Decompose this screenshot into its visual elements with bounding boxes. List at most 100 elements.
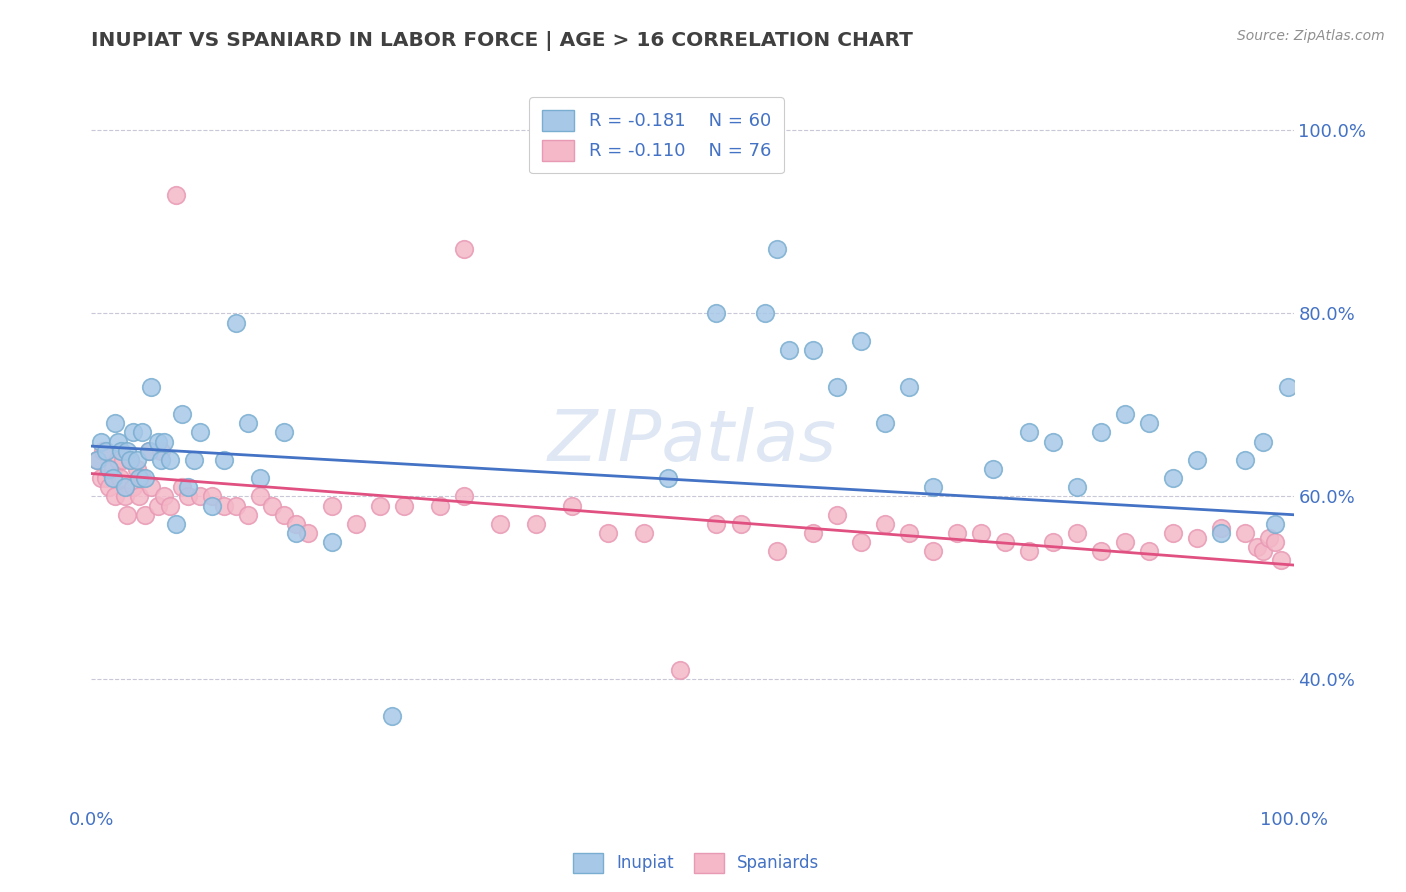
Point <box>101 462 124 476</box>
Point <box>110 471 132 485</box>
Point <box>1211 526 1233 541</box>
Point <box>138 443 160 458</box>
Point <box>128 490 150 504</box>
Point <box>765 544 787 558</box>
Point <box>284 526 307 541</box>
Point <box>849 535 872 549</box>
Legend: Inupiat, Spaniards: Inupiat, Spaniards <box>567 847 825 880</box>
Point <box>368 499 391 513</box>
Point <box>321 499 343 513</box>
Point <box>1042 434 1064 449</box>
Point <box>970 526 993 541</box>
Point <box>489 516 512 531</box>
Point <box>1066 480 1088 494</box>
Point <box>131 471 153 485</box>
Point <box>1066 526 1088 541</box>
Point <box>1161 471 1184 485</box>
Point <box>117 508 139 522</box>
Point <box>849 334 872 348</box>
Point <box>138 443 160 458</box>
Point <box>706 306 728 320</box>
Point <box>122 425 145 440</box>
Point <box>1137 416 1160 430</box>
Point <box>297 526 319 541</box>
Point <box>1234 453 1257 467</box>
Point <box>706 516 728 531</box>
Point <box>1090 425 1112 440</box>
Point <box>212 453 235 467</box>
Text: INUPIAT VS SPANIARD IN LABOR FORCE | AGE > 16 CORRELATION CHART: INUPIAT VS SPANIARD IN LABOR FORCE | AGE… <box>91 31 914 51</box>
Point <box>284 516 307 531</box>
Point <box>159 499 181 513</box>
Point <box>825 508 848 522</box>
Point <box>1114 535 1136 549</box>
Point <box>765 243 787 257</box>
Point <box>778 343 800 357</box>
Point <box>754 306 776 320</box>
Point <box>1137 544 1160 558</box>
Point <box>524 516 547 531</box>
Point <box>344 516 367 531</box>
Point <box>94 471 117 485</box>
Point <box>98 462 121 476</box>
Point <box>669 663 692 677</box>
Point <box>381 709 404 723</box>
Point <box>201 499 224 513</box>
Point <box>1042 535 1064 549</box>
Point <box>946 526 969 541</box>
Point <box>176 480 198 494</box>
Point <box>225 499 247 513</box>
Point <box>104 416 127 430</box>
Point <box>93 443 115 458</box>
Point <box>165 516 187 531</box>
Point <box>1264 535 1286 549</box>
Point <box>897 379 920 393</box>
Point <box>1187 453 1209 467</box>
Point <box>392 499 415 513</box>
Point <box>249 471 271 485</box>
Point <box>825 379 848 393</box>
Point <box>111 453 134 467</box>
Point <box>134 508 156 522</box>
Point <box>561 499 583 513</box>
Text: Source: ZipAtlas.com: Source: ZipAtlas.com <box>1237 29 1385 43</box>
Point <box>801 526 824 541</box>
Point <box>150 443 173 458</box>
Point <box>201 490 224 504</box>
Point <box>1277 379 1299 393</box>
Point <box>1161 526 1184 541</box>
Point <box>981 462 1004 476</box>
Point <box>273 425 295 440</box>
Point <box>1234 526 1257 541</box>
Point <box>1264 516 1286 531</box>
Point <box>897 526 920 541</box>
Point <box>225 316 247 330</box>
Point <box>94 443 117 458</box>
Point <box>1258 531 1281 545</box>
Point <box>86 453 108 467</box>
Point <box>90 434 112 449</box>
Point <box>165 187 187 202</box>
Point <box>101 471 124 485</box>
Point <box>922 544 945 558</box>
Point <box>1018 425 1040 440</box>
Point <box>110 443 132 458</box>
Point <box>260 499 283 513</box>
Point <box>1187 531 1209 545</box>
Point <box>118 453 141 467</box>
Point <box>159 453 181 467</box>
Point <box>125 462 148 476</box>
Point <box>117 443 139 458</box>
Point <box>236 508 259 522</box>
Point <box>633 526 655 541</box>
Point <box>873 516 896 531</box>
Point <box>146 499 169 513</box>
Point <box>1270 553 1292 567</box>
Point <box>1114 407 1136 421</box>
Point <box>1253 434 1275 449</box>
Point <box>922 480 945 494</box>
Point <box>114 480 136 494</box>
Point <box>249 490 271 504</box>
Legend: R = -0.181    N = 60, R = -0.110    N = 76: R = -0.181 N = 60, R = -0.110 N = 76 <box>529 97 783 173</box>
Point <box>598 526 620 541</box>
